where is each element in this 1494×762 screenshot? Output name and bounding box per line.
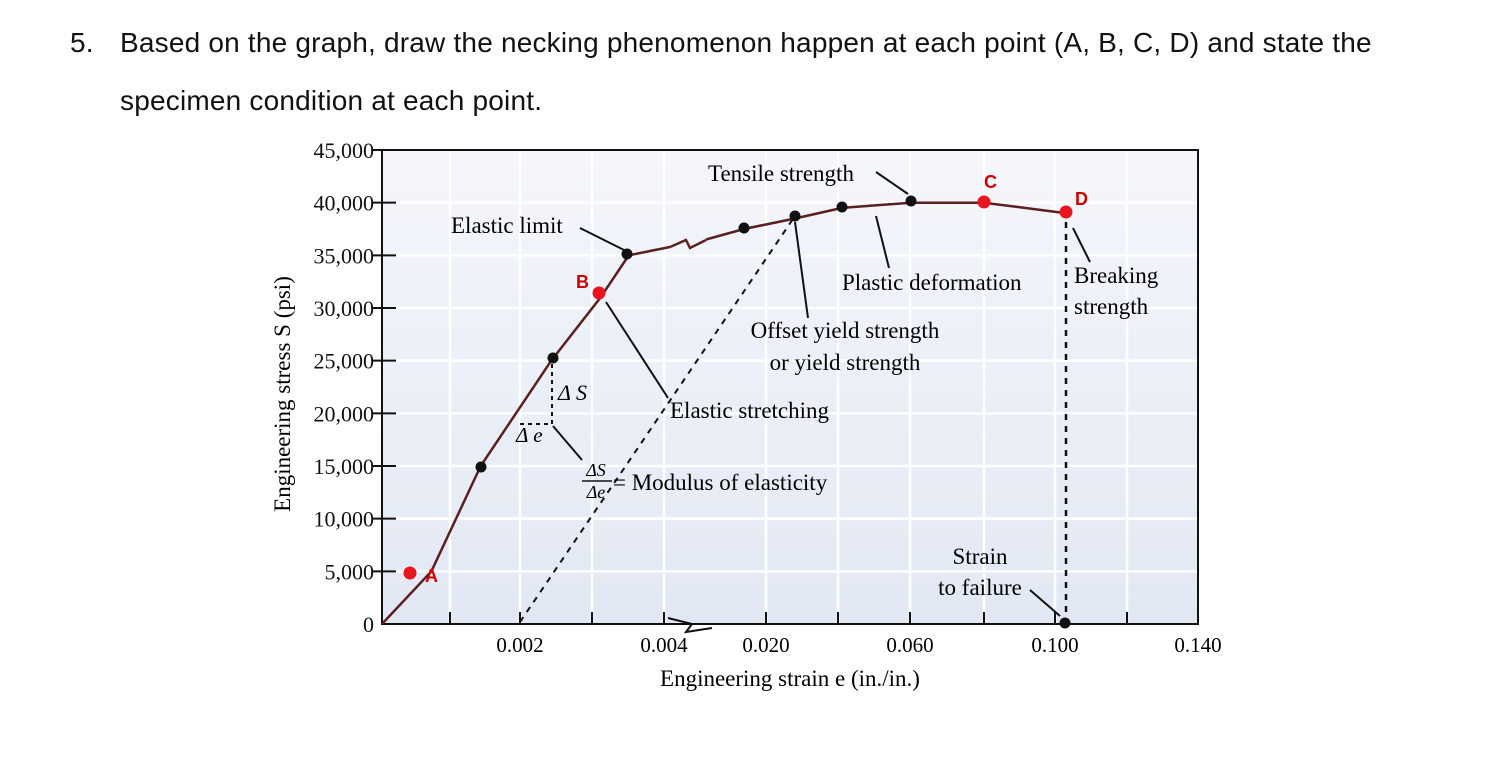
question-number: 5.	[70, 27, 94, 58]
y-tick-label: 25,000	[314, 349, 375, 374]
point-a-label: A	[425, 566, 438, 586]
elastic-stretching-label: Elastic stretching	[670, 398, 830, 423]
curve-marker	[836, 201, 848, 213]
offset-yield-leader	[794, 221, 809, 319]
offset-yield-label-line2: or yield strength	[770, 350, 921, 375]
elastic-limit-label: Elastic limit	[451, 213, 563, 238]
elastic-limit-leader	[579, 227, 625, 251]
y-axis-title: Engineering stress S (psi)	[270, 276, 295, 512]
point-a-marker	[403, 566, 417, 580]
modulus-numerator: ΔS	[585, 460, 606, 480]
curve-break-zigzag	[669, 238, 707, 250]
curve-marker	[547, 352, 559, 364]
delta-e-leader	[552, 425, 583, 461]
y-tick-label: 45,000	[314, 138, 375, 163]
curve-marker	[475, 461, 487, 473]
x-tick-label: 0.100	[1031, 633, 1078, 657]
offset-yield-label-line1: Offset yield strength	[751, 318, 940, 343]
y-tick-label: 35,000	[314, 243, 375, 268]
curve-marker	[905, 195, 917, 207]
y-tick-label: 15,000	[314, 454, 375, 479]
plot-area	[382, 150, 1198, 624]
delta-s-label: Δ S	[557, 380, 587, 405]
y-tick-label: 10,000	[314, 507, 375, 532]
question-text: Based on the graph, draw the necking phe…	[120, 27, 1372, 116]
gridlines	[382, 150, 1198, 624]
y-tick-label: 40,000	[314, 191, 375, 216]
point-b-marker	[592, 286, 606, 300]
modulus-denominator: Δe	[586, 482, 606, 502]
y-tick-label: 5,000	[325, 559, 375, 584]
x-tick-label: 0.004	[640, 633, 688, 657]
x-axis-ticks	[449, 612, 1128, 624]
strain-failure-label-line1: Strain	[953, 544, 1008, 569]
point-d-label: D	[1075, 189, 1088, 209]
x-tick-label: 0.020	[742, 633, 789, 657]
leader-lines	[552, 171, 1091, 617]
breaking-strength-label-line2: strength	[1074, 294, 1149, 319]
y-tick-label: 0	[363, 612, 374, 637]
delta-e-label: Δ e	[515, 423, 543, 447]
point-c-marker	[977, 195, 991, 209]
strain-failure-label-line2: to failure	[938, 575, 1022, 600]
modulus-label: = Modulus of elasticity	[613, 470, 828, 495]
curve-markers	[475, 195, 1071, 629]
curve-marker	[738, 222, 750, 234]
x-tick-label: 0.002	[496, 633, 543, 657]
curve-marker	[789, 210, 801, 222]
plot-frame	[381, 149, 1199, 625]
plastic-deformation-leader	[875, 215, 890, 269]
y-tick-label: 30,000	[314, 296, 375, 321]
y-tick-label: 20,000	[314, 401, 375, 426]
plastic-deformation-label: Plastic deformation	[842, 270, 1022, 295]
y-axis-ticks	[372, 149, 396, 573]
elastic-stretching-leader	[605, 301, 669, 399]
breaking-strength-leader	[1072, 227, 1091, 263]
curve-marker	[621, 248, 633, 260]
x-tick-label: 0.060	[886, 633, 933, 657]
point-b-label: B	[576, 272, 589, 292]
x-tick-label: 0.140	[1174, 633, 1221, 657]
point-d-marker	[1059, 205, 1073, 219]
x-axis-break	[667, 617, 713, 634]
y-tick-labels: 0 5,000 10,000 15,000 20,000 25,000 30,000 35,0…	[314, 138, 375, 637]
x-axis-title: Engineering strain e (in./in.)	[660, 666, 920, 691]
offset-line	[519, 215, 796, 623]
tensile-strength-label: Tensile strength	[708, 161, 854, 186]
curve-marker	[1059, 617, 1071, 629]
tensile-strength-leader	[875, 171, 909, 195]
point-c-label: C	[984, 172, 997, 192]
breaking-strength-label-line1: Breaking	[1074, 263, 1159, 288]
strain-failure-leader	[1029, 589, 1061, 617]
